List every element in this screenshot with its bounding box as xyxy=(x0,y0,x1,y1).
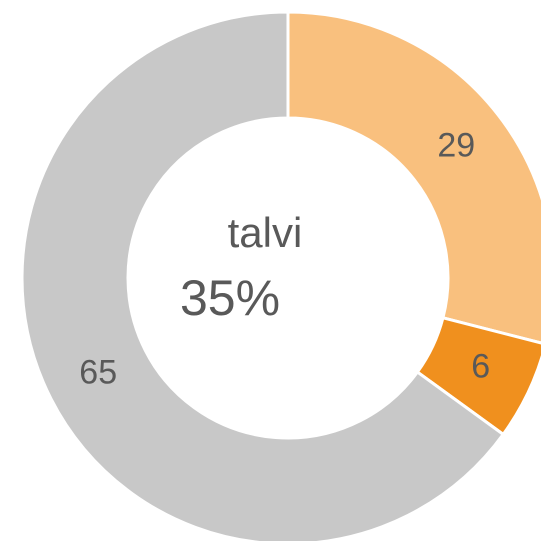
slice xyxy=(20,10,506,541)
slices xyxy=(20,10,541,541)
data-label: 6 xyxy=(471,348,490,386)
data-label: 65 xyxy=(79,354,117,392)
center-title: talvi xyxy=(228,209,303,256)
data-label: 29 xyxy=(437,126,475,164)
slice xyxy=(286,10,541,345)
center-value: 35% xyxy=(180,270,280,326)
